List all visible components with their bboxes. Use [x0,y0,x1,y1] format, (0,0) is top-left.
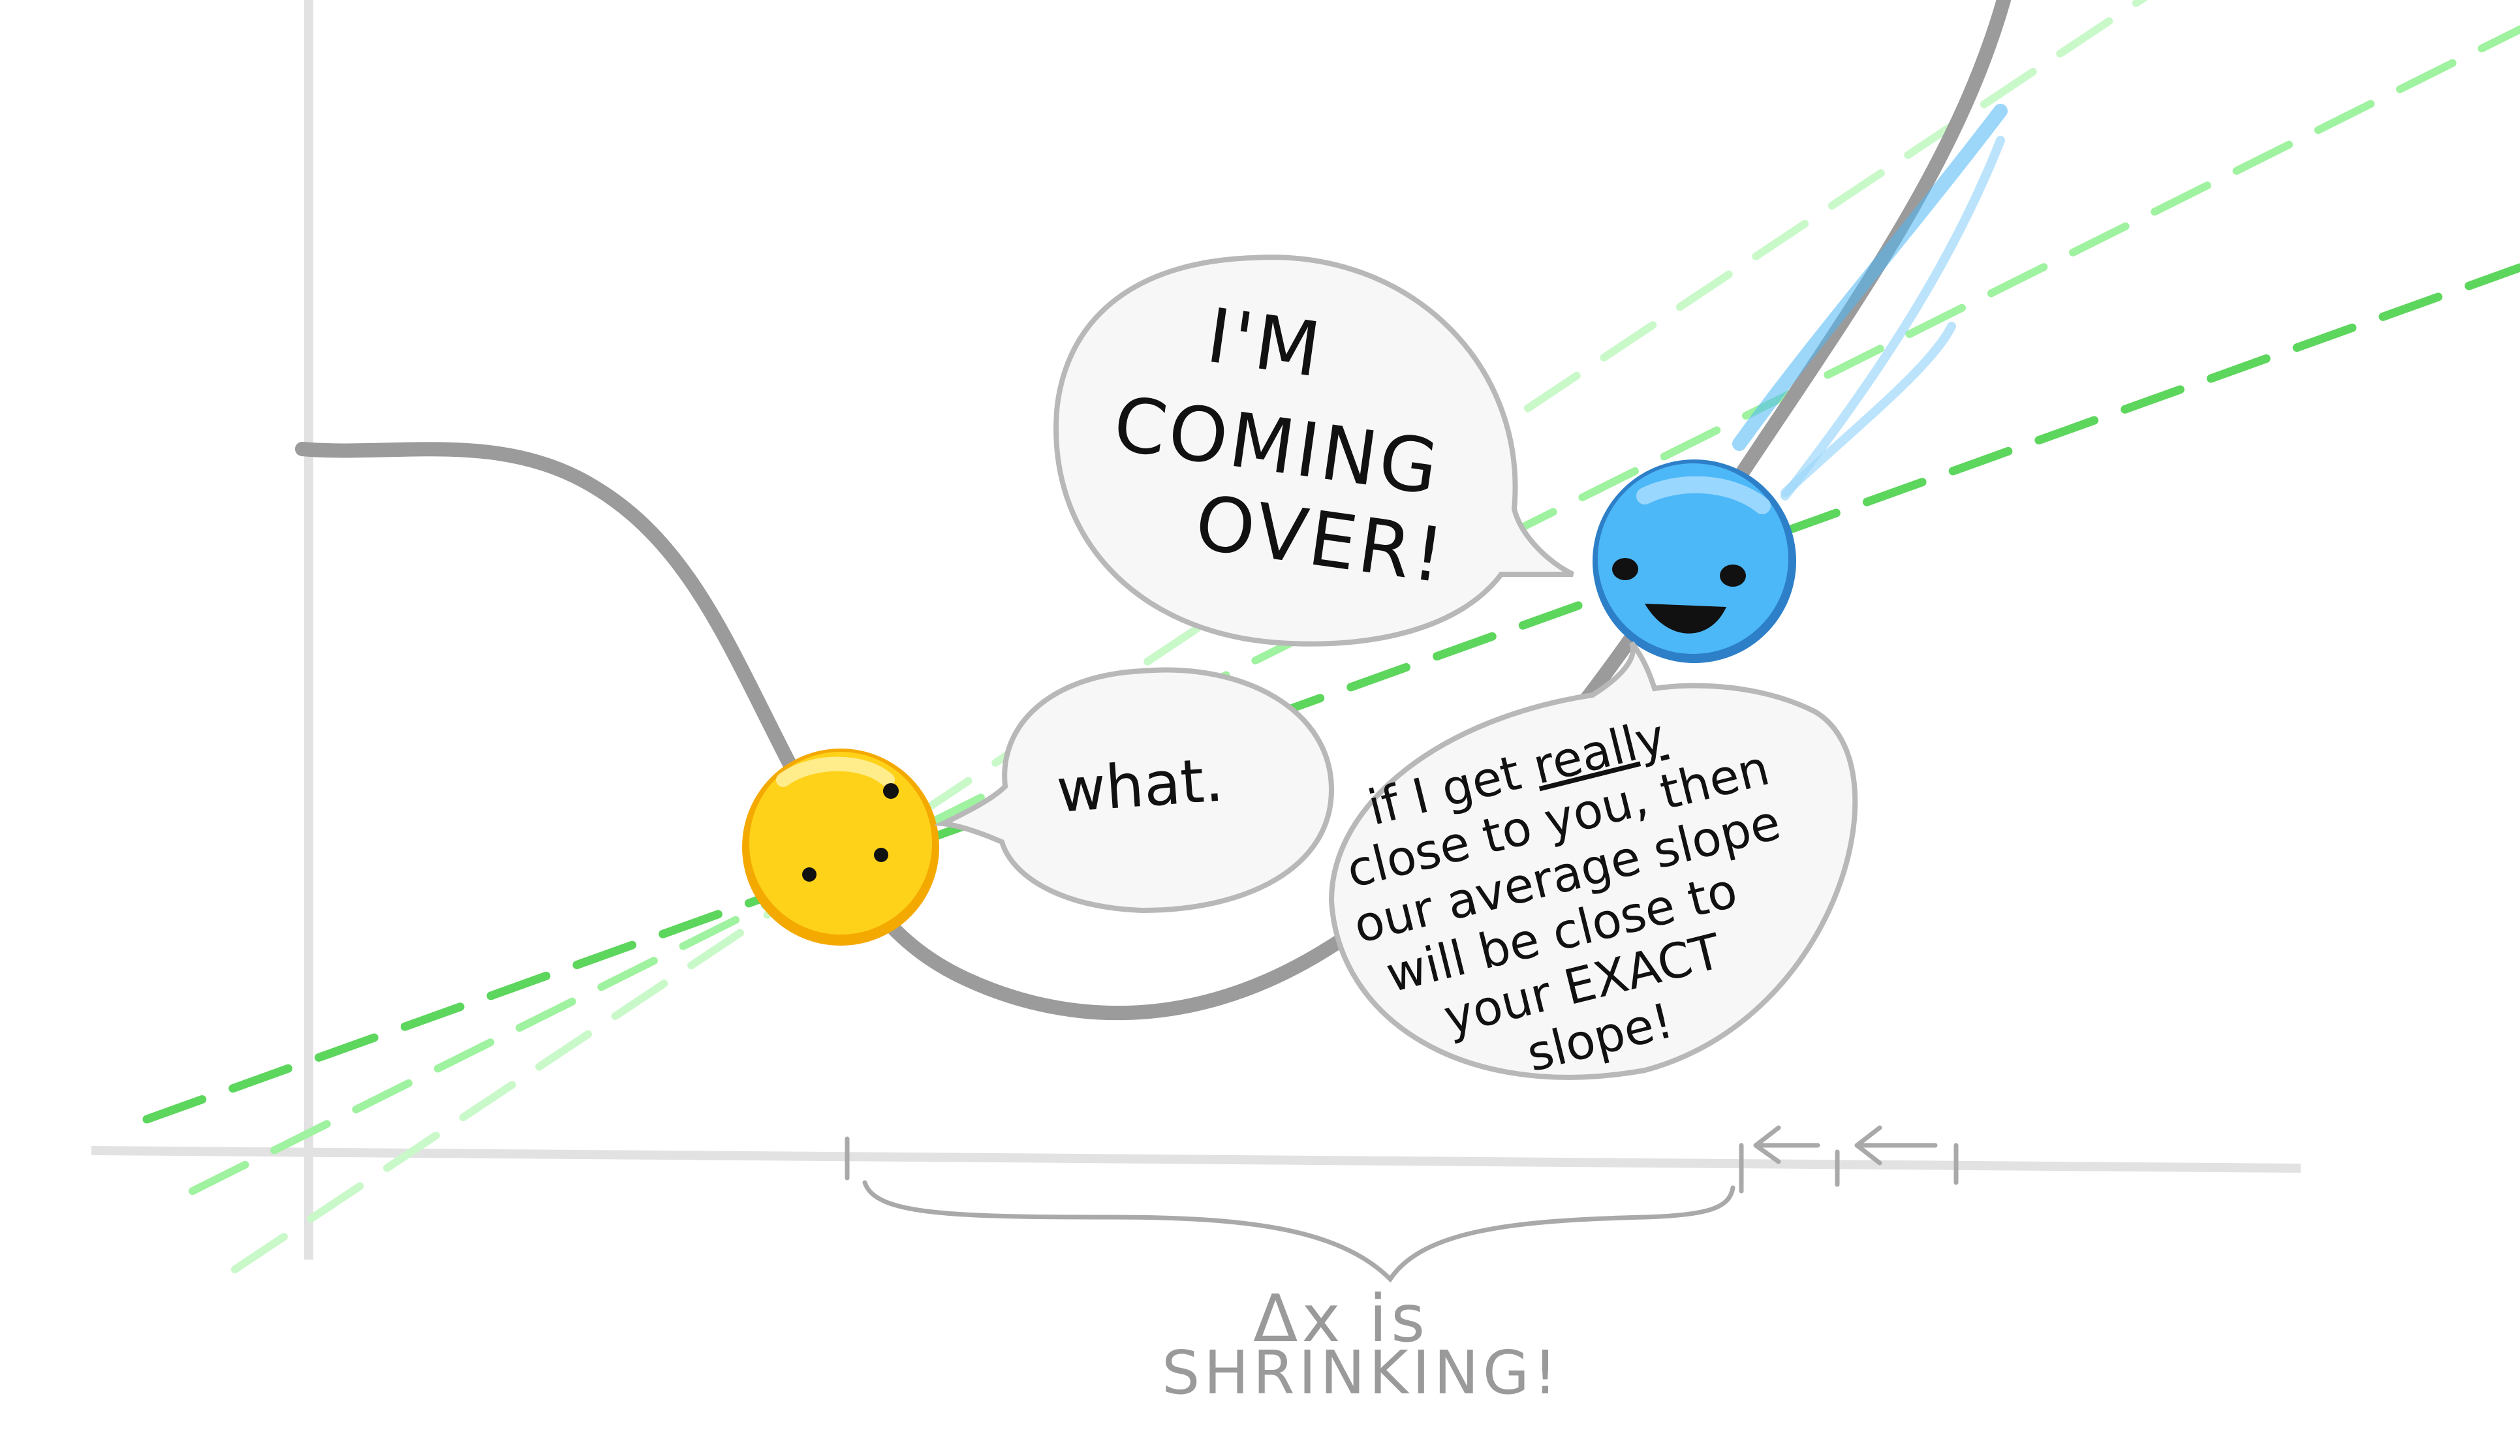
yellow-ball-eye-top [883,783,899,799]
x-axis [91,1151,2301,1168]
shrink-arrows [1756,1128,1935,1163]
yellow-ball-eye-left [802,867,817,882]
arrow-left-1 [1756,1128,1818,1162]
speech-bubble-blue: I'M COMING OVER! [1056,257,1573,644]
blue-ball-eye-left [1612,558,1638,580]
blue-ball-eye-right [1720,565,1746,587]
blue-ball [1593,459,1796,663]
speech-blue-line1: I'M [1202,292,1328,395]
delta-x-brace [865,1183,1733,1279]
yellow-ball [742,749,939,946]
yellow-ball-eye-right [874,848,888,862]
speech-bubble-yellow: what. [943,670,1331,910]
speech-bubble-explanation: if I get really close to you, then our a… [1322,643,1856,1116]
speech-yellow-text: what. [1054,745,1225,826]
arrow-left-2 [1857,1128,1935,1163]
caption-line2: SHRINKING! [1162,1338,1561,1408]
speed-lines [1739,111,2000,496]
secant-line-light [235,0,2180,1269]
